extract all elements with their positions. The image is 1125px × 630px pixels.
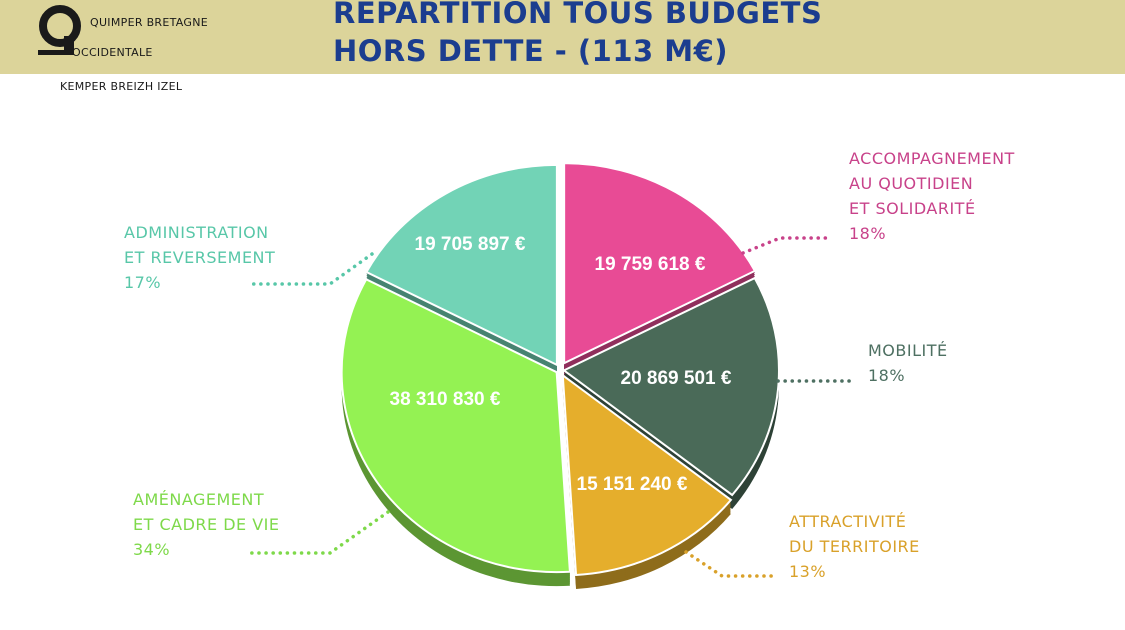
category-name-line: AU QUOTIDIEN [849, 174, 974, 193]
slice-value-label: 19 705 897 € [415, 234, 526, 255]
header-banner [0, 0, 1125, 74]
pie-slices [340, 162, 780, 576]
slice-value-label: 38 310 830 € [390, 389, 501, 410]
category-label: MOBILITÉ 18% [868, 338, 948, 388]
logo-emblem-icon [38, 5, 81, 55]
logo-line-3: KEMPER BREIZH IZEL [60, 80, 183, 93]
pie-slice [365, 163, 558, 367]
logo-line-2: OCCIDENTALE [72, 46, 153, 59]
category-name-line: ATTRACTIVITÉ [789, 512, 907, 531]
category-label: AMÉNAGEMENT ET CADRE DE VIE 34% [133, 487, 280, 562]
category-name-line: ADMINISTRATION [124, 223, 269, 242]
category-name-line: ET REVERSEMENT [124, 248, 276, 267]
slice-value-label: 19 759 618 € [595, 254, 706, 275]
pie-slice [340, 278, 571, 574]
category-percent: 18% [868, 366, 906, 385]
category-label: ADMINISTRATION ET REVERSEMENT 17% [124, 220, 275, 295]
slice-value-label: 15 151 240 € [577, 474, 688, 495]
pie-slice [562, 276, 780, 497]
logo-line-1: QUIMPER BRETAGNE [90, 16, 209, 29]
category-name-line: ET CADRE DE VIE [133, 515, 280, 534]
slice-value-label: 20 869 501 € [621, 368, 732, 389]
title-line-1: REPARTITION TOUS BUDGETS [333, 0, 823, 30]
category-name-line: DU TERRITOIRE [789, 537, 920, 556]
category-percent: 18% [849, 224, 887, 243]
page-title: REPARTITION TOUS BUDGETS HORS DETTE - (1… [333, 0, 822, 70]
category-name-line: MOBILITÉ [868, 341, 948, 360]
leader-line [246, 510, 390, 555]
leader-line [246, 252, 374, 286]
title-line-2: HORS DETTE - (113 M€) [333, 34, 729, 68]
category-percent: 17% [124, 273, 162, 292]
pie-slice [561, 373, 733, 576]
category-name-line: ACCOMPAGNEMENT [849, 149, 1015, 168]
leader-line [684, 550, 780, 578]
category-name-line: ET SOLIDARITÉ [849, 199, 976, 218]
category-label: ATTRACTIVITÉ DU TERRITOIRE 13% [789, 509, 920, 584]
category-label: ACCOMPAGNEMENT AU QUOTIDIEN ET SOLIDARITÉ 1… [849, 146, 1015, 246]
leader-line [741, 236, 834, 255]
category-name-line: AMÉNAGEMENT [133, 490, 265, 509]
category-percent: 34% [133, 540, 171, 559]
category-percent: 13% [789, 562, 827, 581]
logo: QUIMPER BRETAGNE OCCIDENTALE KEMPER BREI… [34, 2, 234, 102]
